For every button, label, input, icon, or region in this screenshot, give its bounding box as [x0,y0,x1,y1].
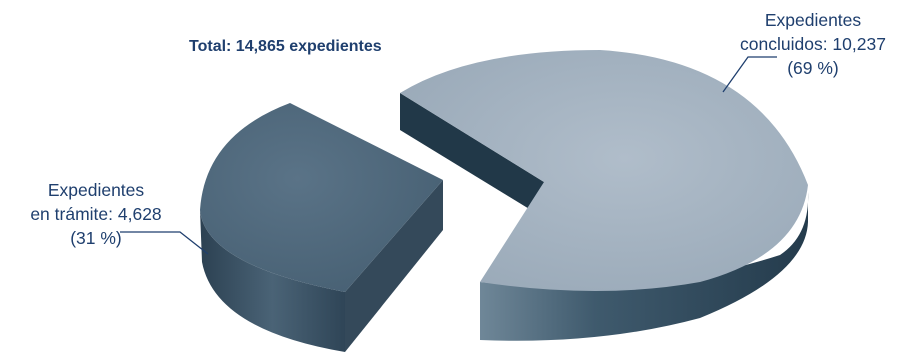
chart-title: Total: 14,865 expedientes [189,38,382,55]
slice-concluidos [400,50,809,341]
data-label-tramite-line-2: en trámite: 4,628 [30,204,162,224]
slice-tramite [200,103,443,352]
data-label-tramite-line-3: (31 %) [70,228,122,248]
leader-line-concluidos [722,56,777,93]
slice-concluidos-top [400,50,808,291]
data-label-tramite: Expedientes en trámite: 4,628 (31 %) [0,178,192,250]
slice-tramite-top [200,103,443,292]
data-label-tramite-line-1: Expedientes [47,180,145,200]
slice-tramite-cut-face [345,180,443,352]
data-label-concluidos-line-3: (69 %) [787,58,839,78]
slice-concluidos-side [480,192,809,341]
data-label-concluidos: Expedientes concluidos: 10,237 (69 %) [728,8,898,80]
leader-line-tramite [120,231,209,255]
slice-concluidos-cut-face [400,93,544,218]
slice-tramite-side [200,210,345,352]
data-label-concluidos-line-1: Expedientes [764,10,862,30]
data-label-concluidos-line-2: concluidos: 10,237 [740,34,886,54]
